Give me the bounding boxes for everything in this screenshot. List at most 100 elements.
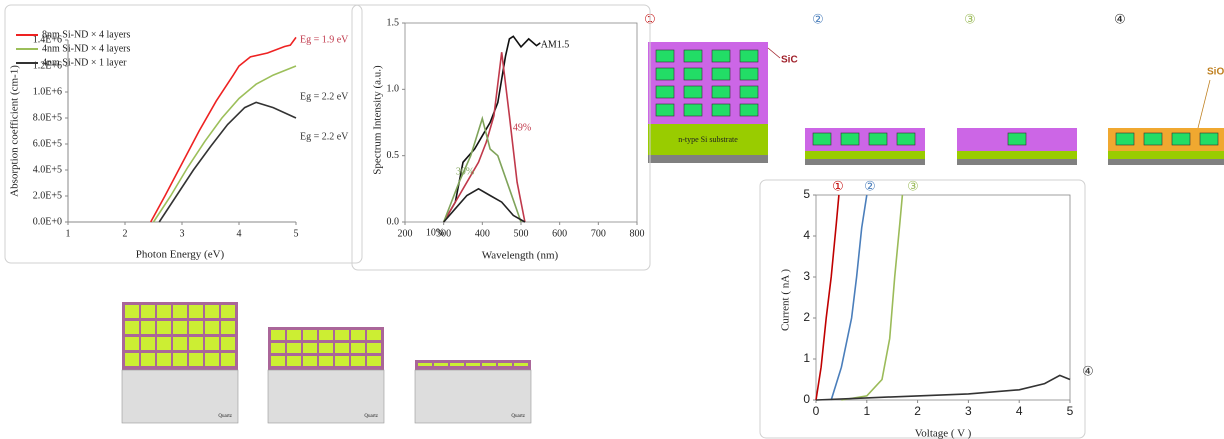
layer xyxy=(648,155,768,163)
layer xyxy=(205,305,219,318)
figure: ① ② ③ ④ SiC SiO n-type Si substrate Quar… xyxy=(0,0,1224,439)
x-tick-label: 0 xyxy=(813,404,820,418)
layer xyxy=(125,305,139,318)
series-line xyxy=(816,375,1070,400)
layer xyxy=(897,133,915,145)
series-label: ① xyxy=(832,180,844,195)
layer xyxy=(1200,133,1218,145)
layer xyxy=(813,133,831,145)
leader xyxy=(1198,80,1210,128)
x-tick-label: 4 xyxy=(1016,404,1023,418)
layer xyxy=(287,356,301,366)
layer xyxy=(712,68,730,80)
x-tick-label: 200 xyxy=(398,228,413,239)
layer xyxy=(125,337,139,350)
layer xyxy=(684,86,702,98)
layer xyxy=(189,337,203,350)
x-axis-label: Wavelength (nm) xyxy=(482,250,559,262)
layer xyxy=(712,86,730,98)
y-tick-label: 2 xyxy=(803,310,810,324)
x-tick-label: 5 xyxy=(294,228,299,239)
layer xyxy=(1108,151,1224,159)
y-tick-label: 4.0E+5 xyxy=(33,164,62,175)
layer xyxy=(656,104,674,116)
layer xyxy=(141,321,155,334)
step-label: ② xyxy=(812,13,824,28)
layer xyxy=(271,330,285,340)
layer xyxy=(498,363,512,366)
layer xyxy=(125,353,139,366)
layer xyxy=(173,353,187,366)
step-label: ④ xyxy=(1114,13,1126,28)
quartz-label: Quartz xyxy=(218,414,232,419)
layer xyxy=(367,356,381,366)
series-label: AM1.5 xyxy=(541,39,570,50)
y-tick-label: 5 xyxy=(803,187,810,201)
layer xyxy=(157,337,171,350)
x-tick-label: 5 xyxy=(1067,404,1074,418)
y-tick-label: 1.0E+6 xyxy=(33,86,62,97)
y-tick-label: 1.0 xyxy=(387,84,400,95)
layer xyxy=(1116,133,1134,145)
layer xyxy=(287,343,301,353)
layer xyxy=(367,343,381,353)
layer xyxy=(684,68,702,80)
layer xyxy=(205,353,219,366)
layer xyxy=(740,104,758,116)
series-line xyxy=(816,195,839,400)
x-tick-label: 4 xyxy=(237,228,242,239)
layer xyxy=(450,363,464,366)
legend-label: 4nm Si-ND × 4 layers xyxy=(42,43,131,54)
layer xyxy=(1172,133,1190,145)
layer xyxy=(684,50,702,62)
layer xyxy=(303,343,317,353)
layer xyxy=(271,343,285,353)
quartz-label: Quartz xyxy=(364,414,378,419)
layer xyxy=(434,363,448,366)
layer xyxy=(1008,133,1026,145)
y-tick-label: 0.5 xyxy=(387,150,400,161)
layer xyxy=(189,353,203,366)
layer xyxy=(656,68,674,80)
layer xyxy=(303,356,317,366)
y-tick-label: 0.0E+0 xyxy=(33,216,62,227)
layer xyxy=(740,86,758,98)
layer xyxy=(957,151,1077,159)
layer xyxy=(173,305,187,318)
x-tick-label: 700 xyxy=(591,228,606,239)
y-axis-label: Absorption coefficient (cm-1) xyxy=(9,65,21,197)
x-tick-label: 400 xyxy=(475,228,490,239)
layer xyxy=(221,337,235,350)
layer xyxy=(482,363,496,366)
x-tick-label: 2 xyxy=(123,228,128,239)
x-tick-label: 2 xyxy=(914,404,921,418)
layer xyxy=(351,356,365,366)
annotation: Eg = 2.2 eV xyxy=(300,131,349,142)
y-tick-label: 0 xyxy=(803,392,810,406)
layer xyxy=(367,330,381,340)
layer xyxy=(319,330,333,340)
layer xyxy=(189,321,203,334)
layer xyxy=(205,321,219,334)
layer xyxy=(221,321,235,334)
legend-label: 8nm Si-ND × 4 layers xyxy=(42,29,131,40)
series-label: 30% xyxy=(456,166,474,177)
series-label: ③ xyxy=(907,180,919,195)
layer xyxy=(141,305,155,318)
layer xyxy=(125,321,139,334)
x-axis-label: Voltage ( V ) xyxy=(915,428,972,439)
x-axis-label: Photon Energy (eV) xyxy=(136,249,225,261)
quartz-label: Quartz xyxy=(511,414,525,419)
series-label: ② xyxy=(864,180,876,195)
leader xyxy=(768,48,780,58)
layer xyxy=(351,343,365,353)
substrate-label: n-type Si substrate xyxy=(678,135,738,144)
y-tick-label: 1.5 xyxy=(387,17,400,28)
layer xyxy=(1108,159,1224,165)
layer xyxy=(287,330,301,340)
x-tick-label: 3 xyxy=(180,228,185,239)
annotation: Eg = 1.9 eV xyxy=(300,34,349,45)
y-tick-label: 6.0E+5 xyxy=(33,138,62,149)
layer xyxy=(684,104,702,116)
layer xyxy=(712,104,730,116)
